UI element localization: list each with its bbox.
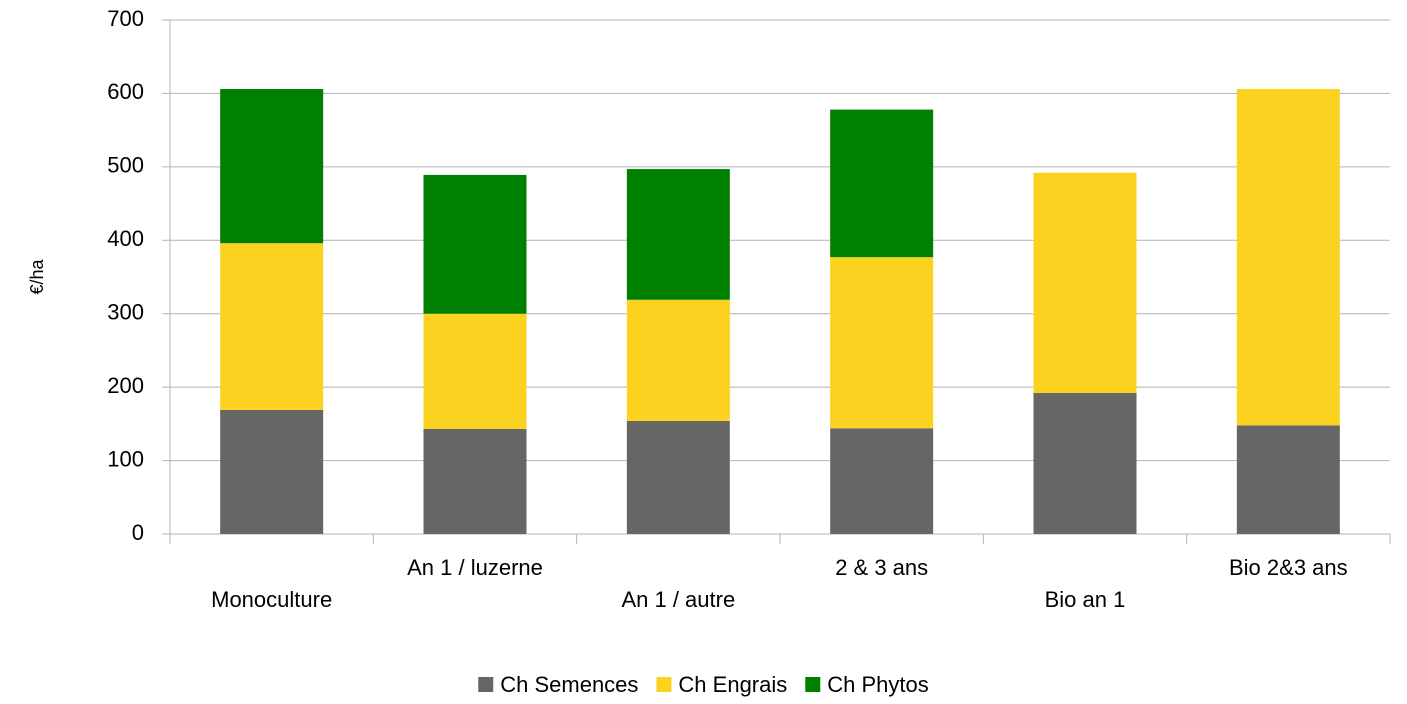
legend-label: Ch Engrais — [678, 672, 787, 697]
legend-swatch — [478, 677, 494, 692]
legend-label: Ch Phytos — [827, 672, 929, 697]
legend-swatch — [656, 677, 672, 692]
y-tick-label: 400 — [107, 226, 144, 251]
bar-segment — [1236, 425, 1340, 534]
y-tick-label: 200 — [107, 373, 144, 398]
bar-segment — [626, 420, 730, 534]
bar-segment — [1033, 393, 1137, 534]
legend-label: Ch Semences — [500, 672, 638, 697]
y-tick-label: 600 — [107, 79, 144, 104]
bar-segment — [626, 299, 730, 421]
bar-segment — [220, 89, 324, 244]
legend-swatch — [805, 677, 821, 692]
y-axis-label: €/ha — [27, 259, 47, 295]
bar-segment — [220, 409, 324, 534]
bar-segment — [830, 428, 934, 534]
bar-segment — [423, 428, 527, 534]
x-tick-label: Bio an 1 — [1045, 587, 1126, 612]
x-tick-label: Monoculture — [211, 587, 332, 612]
y-tick-label: 100 — [107, 446, 144, 471]
bar-segment — [423, 313, 527, 429]
x-tick-label: An 1 / autre — [621, 587, 735, 612]
bar-segment — [626, 169, 730, 300]
bar-segment — [220, 243, 324, 410]
bar-segment — [830, 109, 934, 258]
y-tick-label: 300 — [107, 300, 144, 325]
y-tick-label: 0 — [132, 520, 144, 545]
bar-segment — [1033, 172, 1137, 394]
bar-segment — [1236, 89, 1340, 426]
x-tick-label: Bio 2&3 ans — [1229, 555, 1348, 580]
x-tick-label: 2 & 3 ans — [835, 555, 928, 580]
y-tick-label: 500 — [107, 153, 144, 178]
x-tick-label: An 1 / luzerne — [407, 555, 543, 580]
bar-segment — [830, 257, 934, 429]
y-tick-label: 700 — [107, 6, 144, 31]
bar-segment — [423, 174, 527, 314]
